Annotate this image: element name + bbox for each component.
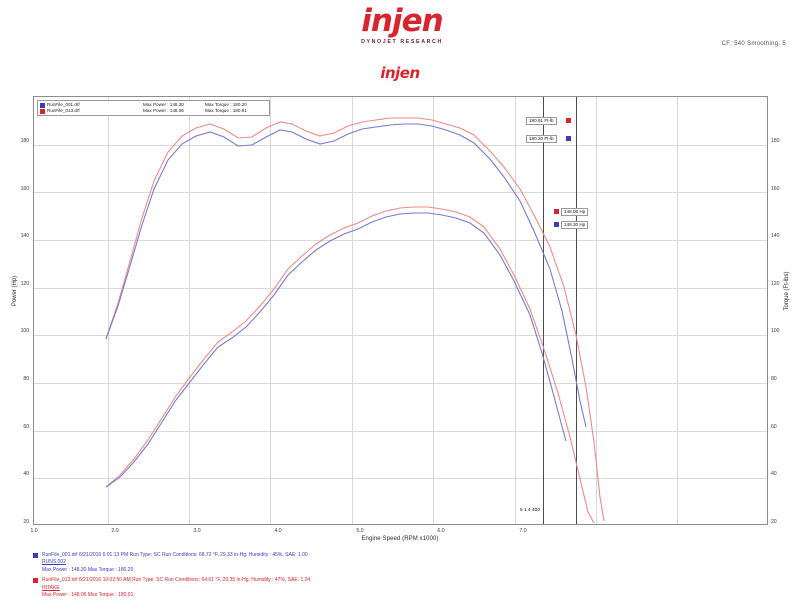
gridline-v	[270, 97, 272, 524]
legend: RunFile_001.drf Max Power : 148.30 Max T…	[37, 100, 270, 117]
cursor-line-right[interactable]	[576, 97, 577, 524]
ytick-left: 40	[23, 471, 29, 477]
gridline-h	[34, 335, 767, 337]
annotation-peak-torque-red: 180.91 Ft-lb	[526, 117, 557, 125]
cursor-readout: 5 1 4 400	[520, 508, 541, 513]
caption-lines: RunFile_013.drf 6/21/2016 10:02:50 AM Ru…	[42, 577, 773, 599]
ytick-right: 20	[771, 519, 777, 525]
gridline-h	[34, 383, 767, 384]
caption-run-results: Max Power : 148.06 Max Torque : 180.91	[42, 592, 134, 599]
caption-run-file: INTAKE	[42, 584, 60, 591]
legend-max-torque: Max Torque : 180.91	[205, 108, 247, 114]
caption-run-file: RUNS.002	[42, 559, 66, 566]
ytick-right: 160	[771, 186, 780, 192]
ytick-left: 160	[20, 186, 29, 192]
ytick-right: 120	[771, 281, 780, 287]
curve-power-blue	[105, 212, 567, 488]
injen-logo: injen DYNOJET RESEARCH	[337, 4, 467, 50]
logo-wordmark: injen	[361, 3, 443, 39]
gridline-v	[107, 97, 109, 524]
legend-swatch-blue	[40, 102, 45, 108]
page-title: injen	[380, 64, 420, 82]
xtick: 7.0	[519, 528, 527, 534]
ytick-left: 100	[20, 328, 29, 334]
caption-block-run1: RunFile_001.drf 6/21/2016 6:01:13 PM Run…	[33, 552, 773, 574]
ytick-left: 120	[20, 281, 29, 287]
xtick: 6.0	[437, 528, 445, 534]
caption-run-info: RunFile_001.drf 6/21/2016 6:01:13 PM Run…	[42, 552, 308, 558]
annotation-peak-torque-blue: 180.20 Ft-lb	[526, 135, 557, 143]
legend-max-power: Max Power : 148.30	[143, 102, 184, 107]
caption-swatch-blue	[33, 553, 38, 558]
caption-run-info: RunFile_013.drf 6/21/2016 10:02:50 AM Ru…	[42, 577, 311, 584]
ytick-right: 80	[771, 376, 777, 382]
annotation-peak-power-red: 148.06 Hp	[561, 208, 589, 216]
caption-swatch-red	[33, 578, 38, 584]
y-axis-title-right: Torque (Ft-lbs)	[784, 271, 790, 311]
caption-lines: RunFile_001.drf 6/21/2016 6:01:13 PM Run…	[42, 552, 773, 574]
xtick: 3.0	[193, 528, 201, 534]
caption-block-run2: RunFile_013.drf 6/21/2016 10:02:50 AM Ru…	[33, 577, 773, 599]
xtick: 4.0	[274, 528, 282, 534]
annotation-text: 148.30 Hp	[564, 222, 586, 227]
chart-settings-text: CF: 540 Smoothing: 5	[721, 41, 786, 47]
curves-svg	[105, 117, 605, 524]
gridline-v	[677, 97, 679, 524]
ytick-left: 180	[20, 138, 29, 144]
gridline-v	[514, 97, 516, 524]
legend-row: RunFile_001.drf Max Power : 148.30 Max T…	[40, 102, 267, 108]
xtick: 1.0	[30, 528, 38, 534]
gridline-v	[595, 97, 597, 524]
run-caption: RunFile_001.drf 6/21/2016 6:01:13 PM Run…	[33, 552, 773, 602]
gridline-h	[34, 144, 767, 146]
annotation-peak-power-blue: 148.30 Hp	[561, 221, 589, 229]
gridline-v	[351, 97, 353, 524]
legend-max-power: Max Power : 148.06	[143, 108, 184, 114]
y-axis-title-left: Power (Hp)	[12, 275, 18, 307]
legend-run-name: RunFile_013.drf	[47, 108, 80, 114]
legend-run-name: RunFile_001.drf	[47, 102, 80, 107]
curve-power-red	[105, 206, 595, 524]
annotation-text: 148.06 Hp	[564, 209, 586, 214]
gridline-h	[34, 430, 767, 432]
ytick-right: 40	[771, 471, 777, 477]
caption-run-results: Max Power : 148.30 Max Torque : 180.20	[42, 566, 134, 573]
ytick-left: 80	[23, 376, 29, 382]
annotation-marker-blue-torque	[566, 136, 571, 141]
logo-subtext: DYNOJET RESEARCH	[361, 39, 443, 45]
annotation-text: 180.91 Ft-lb	[529, 118, 554, 123]
gridline-h	[34, 192, 767, 194]
ytick-right: 100	[771, 328, 780, 334]
annotation-marker-blue-power	[554, 222, 559, 227]
xtick: 2.0	[111, 528, 119, 534]
ytick-right: 60	[771, 424, 777, 430]
ytick-left: 140	[20, 233, 29, 239]
plot-inner: RunFile_001.drf Max Power : 148.30 Max T…	[34, 97, 767, 524]
gridline-v	[188, 97, 190, 524]
gridline-v	[433, 97, 435, 524]
legend-swatch-red	[40, 108, 45, 114]
curve-torque-blue	[105, 123, 587, 428]
gridline-h	[34, 287, 767, 289]
cursor-line-left[interactable]	[543, 97, 544, 524]
ytick-left: 60	[23, 424, 29, 430]
gridline-h	[34, 240, 767, 241]
ytick-right: 180	[771, 138, 780, 144]
ytick-left: 20	[23, 519, 29, 525]
gridline-h	[34, 478, 767, 480]
xtick: 5.0	[356, 528, 364, 534]
curve-torque-red	[105, 117, 605, 522]
plot-area: RunFile_001.drf Max Power : 148.30 Max T…	[33, 96, 768, 525]
curve-group	[105, 117, 605, 524]
ytick-right: 140	[771, 233, 780, 239]
annotation-marker-red-power	[554, 209, 559, 214]
x-axis-title: Engine Speed (RPM x1000)	[361, 536, 439, 542]
annotation-marker-red-torque	[566, 118, 571, 123]
legend-max-torque: Max Torque : 180.20	[205, 102, 247, 107]
annotation-text: 180.20 Ft-lb	[529, 136, 554, 141]
legend-row: RunFile_013.drf Max Power : 148.06 Max T…	[40, 108, 267, 114]
